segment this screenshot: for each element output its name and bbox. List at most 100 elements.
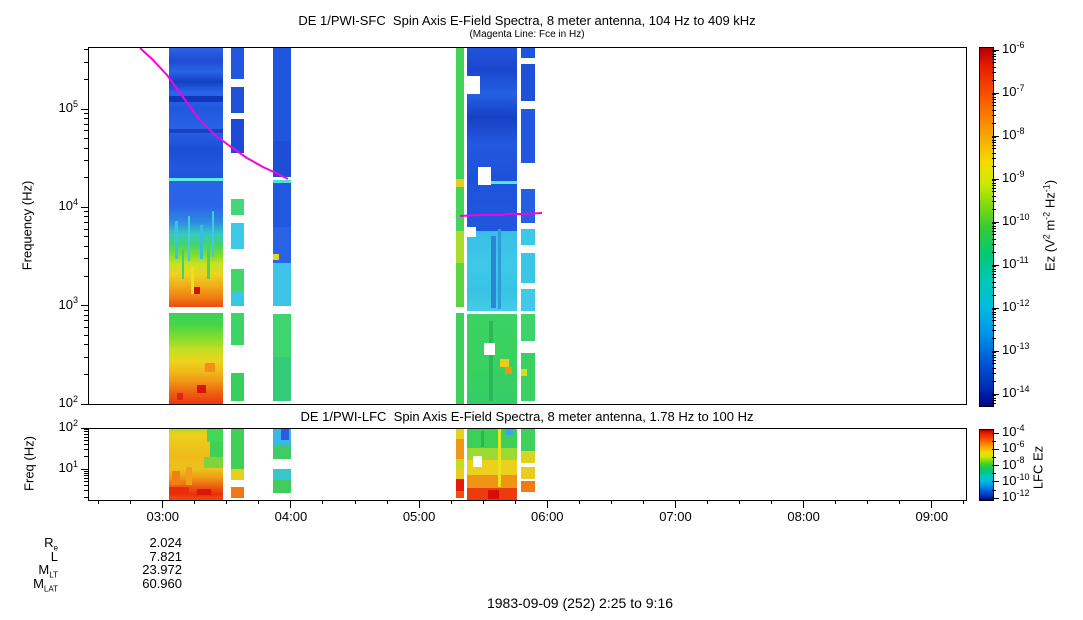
lfc-spectro-accent-cell (281, 429, 289, 440)
sfc-spectro-accent-cell (207, 245, 210, 279)
lfc-spectro-column-segment (273, 469, 291, 480)
colorbar-tick-label: 10-7 (1002, 82, 1025, 99)
param-label: L (50, 548, 58, 564)
date-range-caption: 1983-09-09 (252) 2:25 to 9:16 (486, 595, 674, 611)
sfc-spectro-column-segment (456, 313, 464, 404)
lfc-spectro-column-segment (273, 445, 291, 459)
sfc-spectro-column-segment (521, 189, 535, 223)
sfc-spectro-data-gap (467, 76, 480, 94)
sfc-spectro-column-segment (231, 291, 244, 306)
sfc-spectro-column-segment (456, 48, 464, 179)
colorbar-tick-label: 10-11 (1002, 254, 1029, 271)
sfc-spectro-accent-cell (191, 266, 194, 294)
lfc-spectro-column-segment (456, 429, 464, 439)
sfc-colorbar (979, 47, 994, 407)
lfc-spectro-column-segment (467, 429, 517, 448)
sfc-spectro-column-segment (273, 314, 291, 357)
lfc-spectro-column-segment (456, 459, 464, 469)
lfc-spectro-column-segment (521, 429, 535, 451)
lfc-spectro-accent-cell (169, 487, 189, 494)
time-axis-major-tick (674, 500, 676, 508)
sfc-spectro-column-segment (521, 229, 535, 245)
lfc-spectro-column-segment (521, 451, 535, 463)
sfc-spectro-accent-cell (197, 385, 206, 393)
time-axis-major-tick (803, 500, 805, 508)
lfc-spectro-column-segment (231, 469, 244, 480)
sfc-spectro-column-segment (273, 183, 291, 227)
param-value: 7.821 (149, 548, 182, 564)
sfc-spectro-column-segment (456, 263, 464, 307)
sfc-spectro-column-segment (231, 313, 244, 345)
sfc-spectro-column-segment (273, 357, 291, 401)
sfc-spectro-accent-cell (188, 216, 190, 261)
lfc-spectro-column-segment (521, 481, 535, 492)
colorbar-tick-label: 10-9 (1002, 168, 1025, 185)
lfc-spectro-column-segment (521, 467, 535, 479)
orbit-parameters: Re 2.024 L 7.821 MLT 23.972 MLAT 60.960 (0, 0, 400, 620)
sfc-spectro-column-segment (231, 199, 244, 215)
time-axis-tick-label: 06:00 (531, 509, 564, 524)
lfc-spectro-column-segment (456, 439, 464, 459)
lfc-spectro-accent-cell (481, 431, 484, 447)
lfc-colorbar (979, 429, 994, 501)
sfc-spectro-column-segment (169, 313, 223, 404)
colorbar-tick-label: 10-10 (1002, 471, 1030, 488)
sfc-spectro-accent-cell (491, 236, 496, 308)
sfc-spectro-accent-cell (182, 249, 184, 279)
sfc-spectro-accent-cell (498, 229, 501, 309)
colorbar-tick-label: 10-12 (1002, 297, 1030, 314)
time-axis-tick-label: 07:00 (659, 509, 692, 524)
sfc-spectrogram-plot (88, 47, 967, 405)
lfc-spectrogram-plot (88, 428, 967, 501)
param-label: Re (44, 535, 58, 553)
colorbar-tick-label: 10-13 (1002, 340, 1030, 357)
sfc-spectro-accent-cell (273, 180, 291, 183)
lfc-spectro-data-gap (473, 456, 482, 467)
lfc-spectro-column-segment (467, 475, 517, 488)
sfc-spectro-column-segment (456, 179, 464, 187)
time-axis-tick-label: 09:00 (915, 509, 949, 524)
lfc-title: DE 1/PWI-LFC Spin Axis E-Field Spectra, … (300, 409, 754, 424)
lfc-spectro-column-segment (231, 429, 244, 469)
lfc-spectro-accent-cell (204, 457, 223, 468)
lfc-spectro-accent-cell (186, 467, 192, 485)
lfc-spectro-accent-cell (172, 471, 180, 485)
sfc-spectro-column-segment (521, 353, 535, 401)
sfc-spectro-column-segment (521, 109, 535, 163)
lfc-spectro-column-segment (456, 469, 464, 479)
colorbar-tick-label: 10-8 (1002, 455, 1025, 472)
sfc-spectro-accent-cell (177, 393, 183, 400)
sfc-spectro-accent-cell (273, 254, 279, 260)
lfc-colorbar-label: LFC Ez (1030, 445, 1046, 490)
sfc-subtitle: (Magenta Line: Fce in Hz) (469, 29, 585, 40)
lfc-spectro-accent-cell (498, 429, 501, 487)
lfc-spectro-accent-cell (197, 489, 211, 495)
colorbar-tick-label: 10-8 (1002, 125, 1025, 142)
sfc-spectro-accent-cell (205, 363, 215, 372)
time-axis-major-tick (546, 500, 548, 508)
sfc-spectro-column-segment (231, 223, 244, 249)
sfc-spectro-accent-cell (481, 181, 517, 184)
sfc-spectro-column-segment (456, 187, 464, 231)
sfc-title: DE 1/PWI-SFC Spin Axis E-Field Spectra, … (298, 13, 756, 28)
colorbar-tick-label: 10-4 (1002, 422, 1025, 439)
param-label: MLAT (33, 575, 58, 594)
colorbar-tick-label: 10-10 (1002, 211, 1030, 228)
time-axis-major-tick (931, 500, 933, 508)
sfc-spectro-data-gap (478, 167, 491, 185)
sfc-spectro-accent-cell (505, 367, 512, 374)
sfc-spectro-accent-cell (193, 287, 200, 294)
lfc-spectro-accent-cell (488, 490, 499, 499)
time-axis-tick-label: 08:00 (787, 509, 820, 524)
sfc-spectro-accent-cell (175, 221, 178, 259)
sfc-spectro-data-gap (484, 343, 495, 355)
time-axis-major-tick (418, 500, 420, 508)
lfc-spectro-accent-cell (505, 429, 513, 435)
colorbar-tick-label: 10-6 (1002, 438, 1025, 456)
lfc-spectro-accent-cell (210, 442, 223, 457)
sfc-spectro-column-segment (521, 48, 535, 58)
sfc-spectro-column-segment (273, 263, 291, 306)
lfc-spectro-column-segment (456, 491, 464, 498)
sfc-spectro-column-segment (521, 289, 535, 311)
